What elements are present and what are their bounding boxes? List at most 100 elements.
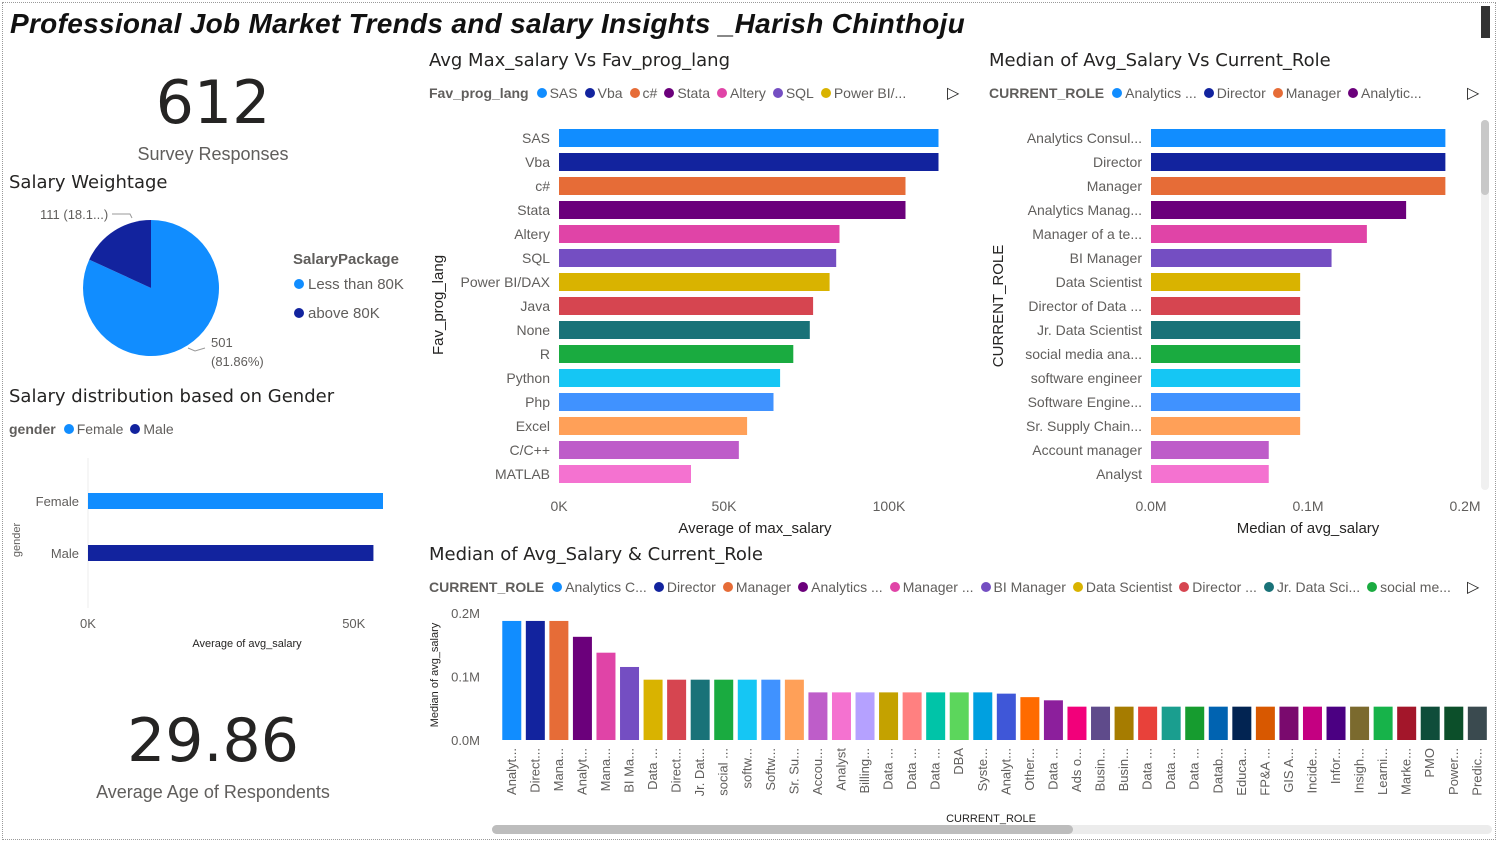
column-marke[interactable]	[1397, 706, 1417, 740]
legend-item-manager[interactable]: Manager	[722, 579, 791, 595]
column-softw[interactable]	[761, 679, 781, 740]
column-fp-a[interactable]	[1255, 706, 1275, 740]
bar-director-of-data[interactable]	[1151, 297, 1301, 315]
legend-item-social-me[interactable]: social me...	[1367, 579, 1451, 595]
bar-analyst[interactable]	[1151, 465, 1269, 483]
legend-item-analytics[interactable]: Analytics ...	[798, 579, 883, 595]
pie-legend-label-0[interactable]: Less than 80K	[308, 276, 404, 293]
legend-item-director[interactable]: Director ...	[1179, 579, 1257, 595]
column-analyt[interactable]	[996, 693, 1016, 740]
bar-excel[interactable]	[559, 417, 748, 435]
legend-item-sas[interactable]: SAS	[536, 85, 578, 101]
column-data[interactable]	[902, 692, 922, 740]
gender-legend-item-female[interactable]: Female	[63, 421, 123, 437]
bar-software-engine[interactable]	[1151, 393, 1301, 411]
bar-none[interactable]	[559, 321, 810, 339]
pie-slice-above-80k[interactable]	[89, 220, 151, 288]
column-syste[interactable]	[973, 692, 993, 740]
bar-java[interactable]	[559, 297, 814, 315]
column-educa[interactable]	[1232, 706, 1252, 740]
bar-software-engineer[interactable]	[1151, 369, 1301, 387]
bar-sr-supply-chain[interactable]	[1151, 417, 1301, 435]
role-col-scroll-thumb[interactable]	[492, 825, 1073, 834]
column-data[interactable]	[643, 679, 663, 740]
column-data[interactable]	[1161, 706, 1181, 740]
column-busin[interactable]	[1114, 706, 1134, 740]
legend-item-bi-manager[interactable]: BI Manager	[980, 579, 1066, 595]
column-accou[interactable]	[808, 692, 828, 740]
role-scroll-track[interactable]	[1481, 120, 1489, 490]
bar-director[interactable]	[1151, 153, 1446, 171]
lang-legend-next-icon[interactable]: ▷	[947, 83, 960, 102]
legend-item-c[interactable]: c#	[629, 85, 657, 101]
legend-item-director[interactable]: Director	[1203, 85, 1266, 101]
column-mana[interactable]	[596, 652, 616, 740]
column-analyt[interactable]	[572, 636, 592, 740]
role-col-legend-next-icon[interactable]: ▷	[1467, 577, 1480, 596]
legend-item-stata[interactable]: Stata	[664, 85, 710, 101]
column-incide[interactable]	[1302, 706, 1322, 740]
bar-c[interactable]	[559, 177, 906, 195]
column-direct[interactable]	[525, 620, 545, 740]
column-power[interactable]	[1444, 706, 1464, 740]
legend-item-altery[interactable]: Altery	[717, 85, 766, 101]
legend-item-manager[interactable]: Manager ...	[889, 579, 974, 595]
bar-jr-data-scientist[interactable]	[1151, 321, 1301, 339]
legend-item-analytic[interactable]: Analytic...	[1348, 85, 1422, 101]
legend-item-sql[interactable]: SQL	[772, 85, 814, 101]
bar-analytics-manag[interactable]	[1151, 201, 1407, 219]
column-data[interactable]	[1138, 706, 1158, 740]
column-mana[interactable]	[549, 620, 569, 740]
column-data[interactable]	[1043, 700, 1063, 740]
bar-male[interactable]	[88, 545, 374, 561]
role-legend-next-icon[interactable]: ▷	[1467, 83, 1480, 102]
column-pmo[interactable]	[1420, 706, 1440, 740]
bar-python[interactable]	[559, 369, 781, 387]
bar-account-manager[interactable]	[1151, 441, 1269, 459]
column-ads-o[interactable]	[1067, 706, 1087, 740]
bar-data-scientist[interactable]	[1151, 273, 1301, 291]
legend-item-analytics[interactable]: Analytics ...	[1112, 85, 1197, 101]
column-datab[interactable]	[1208, 706, 1228, 740]
column-data[interactable]	[1185, 706, 1205, 740]
column-predic[interactable]	[1467, 706, 1487, 740]
column-bi-ma[interactable]	[620, 666, 640, 740]
bar-php[interactable]	[559, 393, 774, 411]
column-sr-su[interactable]	[784, 679, 804, 740]
column-billing[interactable]	[855, 692, 875, 740]
page-scroll-thumb[interactable]	[1481, 6, 1490, 38]
column-jr-dat[interactable]	[690, 679, 710, 740]
bar-sql[interactable]	[559, 249, 837, 267]
bar-matlab[interactable]	[559, 465, 691, 483]
column-other[interactable]	[1020, 697, 1040, 740]
column-infor[interactable]	[1326, 706, 1346, 740]
column-gis-a[interactable]	[1279, 706, 1299, 740]
legend-item-data-scientist[interactable]: Data Scientist	[1072, 579, 1172, 595]
column-analyst[interactable]	[831, 692, 851, 740]
bar-c-c[interactable]	[559, 441, 739, 459]
column-learni[interactable]	[1373, 706, 1393, 740]
column-dba[interactable]	[949, 692, 969, 740]
legend-item-jr-data-sci[interactable]: Jr. Data Sci...	[1263, 579, 1360, 595]
bar-r[interactable]	[559, 345, 794, 363]
role-scroll-thumb[interactable]	[1481, 120, 1489, 195]
column-busin[interactable]	[1091, 706, 1111, 740]
gender-legend-item-male[interactable]: Male	[130, 421, 174, 437]
legend-item-director[interactable]: Director	[653, 579, 716, 595]
column-data[interactable]	[926, 692, 946, 740]
column-analyt[interactable]	[502, 620, 522, 740]
pie-legend-label-1[interactable]: above 80K	[308, 305, 380, 322]
bar-stata[interactable]	[559, 201, 906, 219]
column-softw[interactable]	[737, 679, 757, 740]
legend-item-analytics-c[interactable]: Analytics C...	[552, 579, 647, 595]
legend-item-vba[interactable]: Vba	[584, 85, 623, 101]
column-social[interactable]	[714, 679, 734, 740]
bar-bi-manager[interactable]	[1151, 249, 1332, 267]
column-data[interactable]	[879, 692, 899, 740]
bar-female[interactable]	[88, 493, 383, 509]
column-direct[interactable]	[667, 679, 687, 740]
column-insigh[interactable]	[1350, 706, 1370, 740]
bar-altery[interactable]	[559, 225, 840, 243]
bar-analytics-consul[interactable]	[1151, 129, 1446, 147]
bar-vba[interactable]	[559, 153, 939, 171]
